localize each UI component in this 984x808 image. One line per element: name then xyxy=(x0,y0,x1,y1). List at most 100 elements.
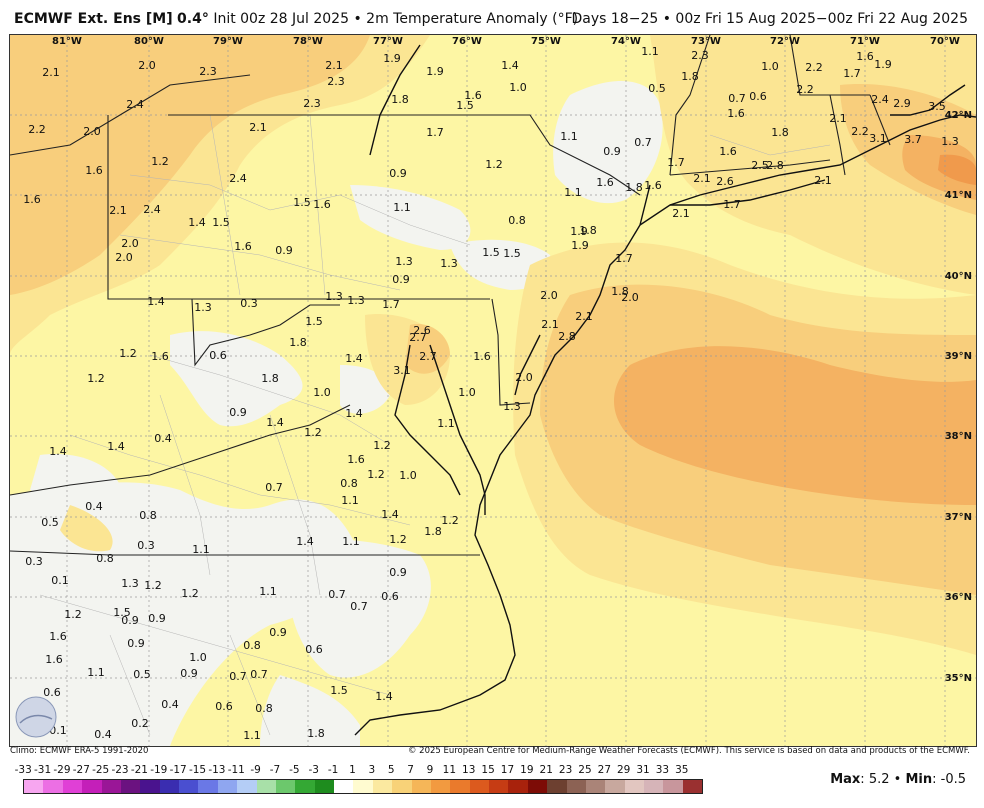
scale-tick-label: -5 xyxy=(289,764,300,776)
scale-tick-label: 17 xyxy=(500,764,515,776)
scale-swatch xyxy=(295,780,315,793)
scale-swatch xyxy=(237,780,257,793)
anomaly-value: 2.4 xyxy=(871,93,889,106)
anomaly-value: 1.6 xyxy=(347,453,365,466)
anomaly-value: 1.6 xyxy=(473,350,491,363)
anomaly-value: 1.6 xyxy=(23,193,41,206)
scale-swatch xyxy=(24,780,44,793)
longitude-label: 71°W xyxy=(850,36,880,47)
scale-tick-label: 1 xyxy=(349,764,356,776)
scale-tick-label: 11 xyxy=(442,764,457,776)
scale-tick-label: -29 xyxy=(53,764,71,776)
longitude-label: 75°W xyxy=(531,36,561,47)
anomaly-value: 2.3 xyxy=(327,75,345,88)
scale-swatch xyxy=(585,780,606,793)
anomaly-value: 0.5 xyxy=(41,516,59,529)
scale-swatch xyxy=(179,780,199,793)
anomaly-value: 1.0 xyxy=(189,651,207,664)
anomaly-value: 1.6 xyxy=(49,630,67,643)
color-scale-bar xyxy=(23,779,703,794)
anomaly-value: 1.2 xyxy=(119,347,137,360)
anomaly-value: 2.8 xyxy=(766,159,784,172)
latitude-label: 37°N xyxy=(945,512,972,523)
scale-tick-label: -7 xyxy=(269,764,281,776)
anomaly-value: 0.9 xyxy=(389,167,407,180)
anomaly-value: 3.1 xyxy=(869,132,887,145)
scale-tick-label: 15 xyxy=(481,764,495,776)
latitude-label: 36°N xyxy=(945,592,972,603)
anomaly-value: 2.0 xyxy=(540,289,558,302)
anomaly-value: 1.4 xyxy=(147,295,165,308)
scale-swatch xyxy=(372,780,393,793)
variable-name: 2m Temperature Anomaly (°F) xyxy=(366,11,579,27)
anomaly-value: 1.2 xyxy=(144,579,162,592)
latitude-labels: 42°N 41°N 40°N 39°N 38°N 37°N 36°N 35°N xyxy=(945,110,972,684)
anomaly-value: 1.6 xyxy=(45,653,63,666)
scale-swatch xyxy=(469,780,489,793)
scale-swatch xyxy=(430,780,451,793)
anomaly-value: 1.6 xyxy=(464,89,482,102)
longitude-label: 74°W xyxy=(611,36,641,47)
anomaly-value: 1.2 xyxy=(151,155,169,168)
anomaly-value: 2.4 xyxy=(126,98,144,111)
graticule xyxy=(10,35,976,746)
anomaly-value: 2.8 xyxy=(558,330,576,343)
anomaly-value: 1.8 xyxy=(424,525,442,538)
anomaly-value: 0.7 xyxy=(728,92,746,105)
anomaly-value: 2.7 xyxy=(409,331,427,344)
anomaly-value: 0.8 xyxy=(255,702,273,715)
anomaly-value: 0.4 xyxy=(85,500,103,513)
anomaly-value: 2.1 xyxy=(829,112,847,125)
max-value: 5.2 xyxy=(868,772,890,787)
anomaly-value: 1.8 xyxy=(625,181,643,194)
coastline xyxy=(354,44,976,736)
anomaly-value: 1.3 xyxy=(395,255,413,268)
anomaly-value: 2.1 xyxy=(672,207,690,220)
anomaly-value: 1.8 xyxy=(261,372,279,385)
scale-tick-label: 19 xyxy=(520,764,534,776)
anomaly-value: 1.6 xyxy=(856,50,874,63)
scale-swatch xyxy=(82,780,102,793)
scale-swatch xyxy=(314,780,334,793)
climo-note: Climo: ECMWF ERA-5 1991-2020 xyxy=(10,746,149,756)
anomaly-value: 1.0 xyxy=(399,469,417,482)
anomaly-value: 1.1 xyxy=(393,201,411,214)
anomaly-value: 1.7 xyxy=(843,67,861,80)
scale-swatch xyxy=(527,780,548,793)
anomaly-value: 1.3 xyxy=(440,257,458,270)
anomaly-value: 1.1 xyxy=(437,417,455,430)
longitude-label: 80°W xyxy=(134,36,164,47)
chart-header: ECMWF Ext. Ens [M] 0.4° Init 00z 28 Jul … xyxy=(0,0,984,34)
longitude-labels: 81°W 80°W 79°W 78°W 77°W 76°W 75°W 74°W 73°W 72°W… xyxy=(52,36,960,47)
anomaly-value: 0.6 xyxy=(209,349,227,362)
anomaly-value: 2.2 xyxy=(805,61,823,74)
anomaly-value: 0.3 xyxy=(25,555,43,568)
anomaly-value: 0.8 xyxy=(243,639,261,652)
anomaly-value: 2.3 xyxy=(199,65,217,78)
anomaly-value: 0.7 xyxy=(229,670,247,683)
anomaly-value: 2.1 xyxy=(325,59,343,72)
anomaly-value: 0.7 xyxy=(250,668,268,681)
scale-tick-label: -31 xyxy=(33,764,52,776)
anomaly-value: 0.1 xyxy=(51,574,69,587)
scale-swatch xyxy=(508,780,528,793)
anomaly-value: 1.1 xyxy=(192,543,210,556)
scale-swatch xyxy=(644,780,664,793)
scale-tick-label: 21 xyxy=(539,764,553,776)
longitude-label: 78°W xyxy=(293,36,323,47)
scale-tick-label: -9 xyxy=(250,764,261,776)
scale-swatch xyxy=(489,780,509,793)
anomaly-value: 1.2 xyxy=(367,468,385,481)
anomaly-value: 1.8 xyxy=(771,126,789,139)
longitude-label: 81°W xyxy=(52,36,82,47)
min-value: -0.5 xyxy=(940,772,966,787)
scale-swatch xyxy=(62,780,83,793)
anomaly-value: 2.6 xyxy=(716,175,734,188)
anomaly-value: 1.4 xyxy=(49,445,67,458)
anomaly-value: 1.1 xyxy=(560,130,578,143)
longitude-label: 73°W xyxy=(691,36,721,47)
anomaly-value: 0.9 xyxy=(148,612,166,625)
anomaly-value: 1.1 xyxy=(243,729,261,742)
anomaly-value: 0.2 xyxy=(131,717,149,730)
anomaly-value: 1.5 xyxy=(503,247,521,260)
